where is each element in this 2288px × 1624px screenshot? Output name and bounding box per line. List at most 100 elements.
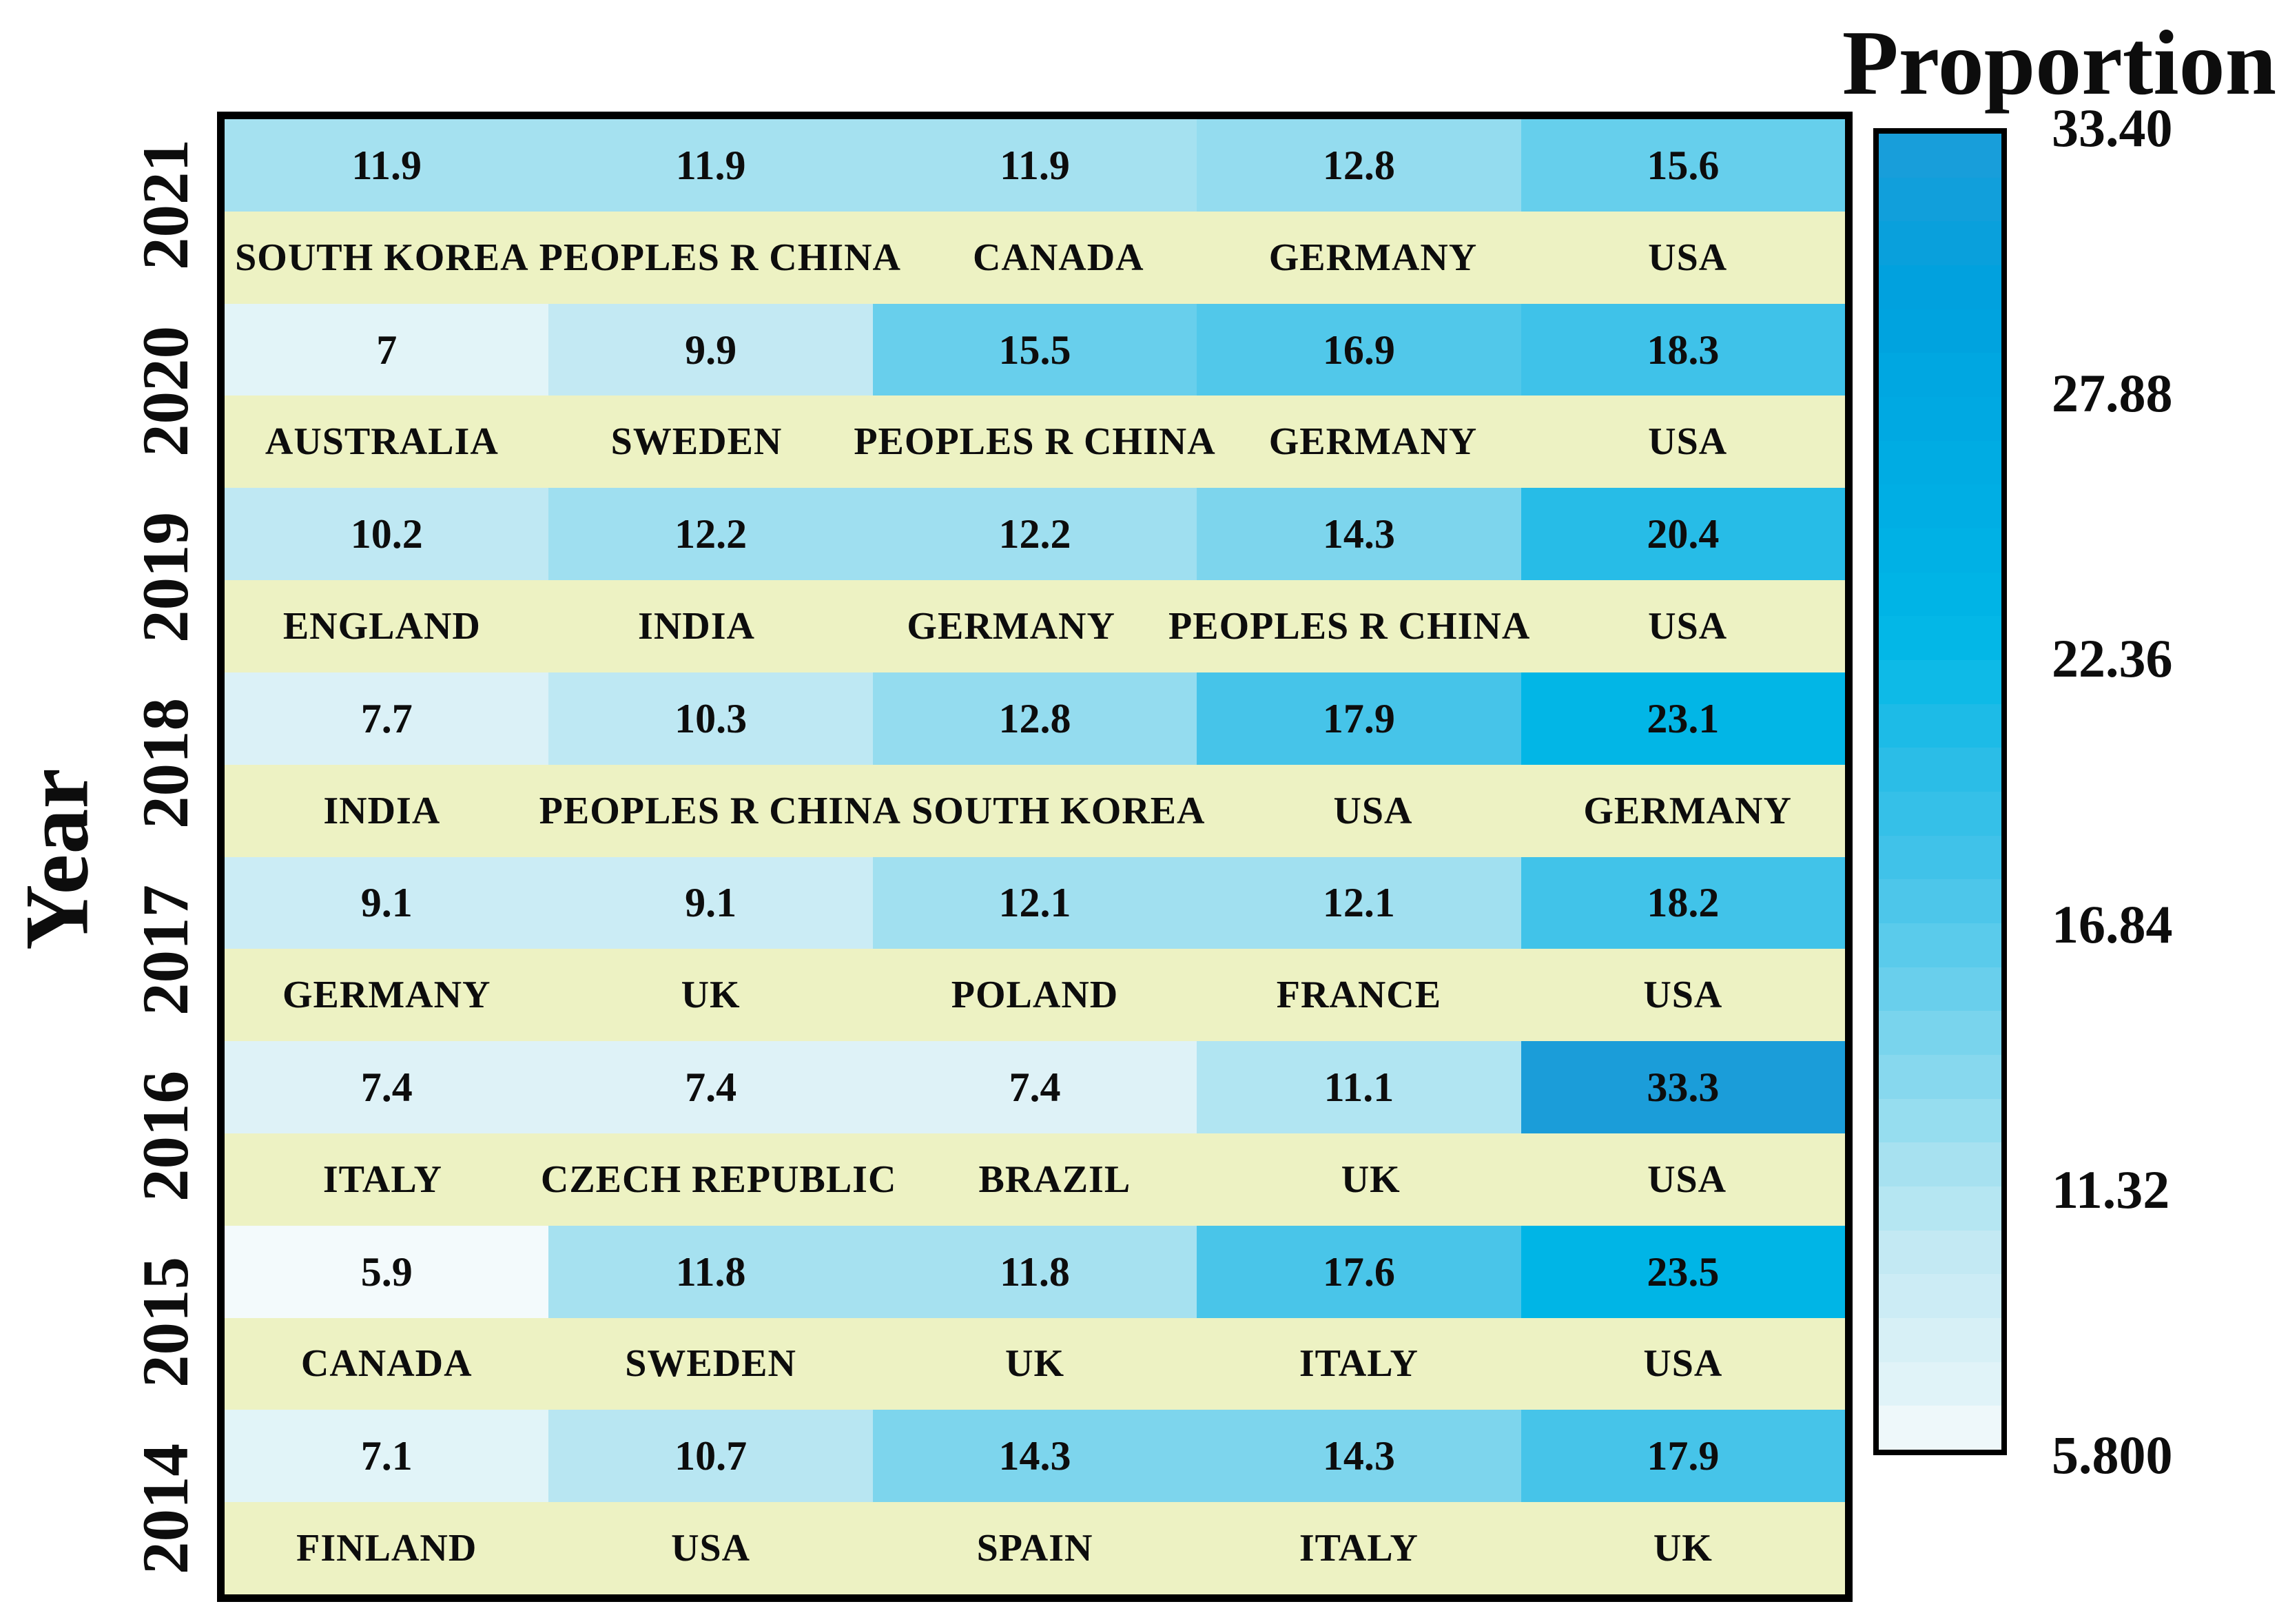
colorbar-gradient-band bbox=[1879, 792, 2001, 836]
country-name-cell: USA bbox=[1215, 764, 1531, 857]
proportion-value-cell: 10.7 bbox=[548, 1410, 873, 1503]
proportion-value-cell: 10.3 bbox=[548, 672, 873, 765]
country-row: CANADA SWEDEN UK ITALY USA bbox=[225, 1317, 1846, 1410]
proportion-value-cell: 14.3 bbox=[1197, 1410, 1521, 1503]
country-name-cell: UK bbox=[548, 949, 873, 1042]
colorbar-gradient-band bbox=[1879, 1055, 2001, 1099]
colorbar-title: Proportion bbox=[1842, 12, 2277, 114]
country-name-cell: UK bbox=[1213, 1133, 1529, 1226]
colorbar-gradient-band bbox=[1879, 1361, 2001, 1406]
proportion-value-cell: 18.2 bbox=[1521, 856, 1846, 949]
proportion-value-cell: 16.9 bbox=[1197, 303, 1521, 396]
colorbar-gradient-band bbox=[1879, 1011, 2001, 1056]
colorbar-gradient-band bbox=[1879, 309, 2001, 353]
colorbar-gradient-band bbox=[1879, 967, 2001, 1011]
country-name-cell: PEOPLES R CHINA bbox=[539, 764, 901, 857]
country-name-cell: CANADA bbox=[225, 1317, 549, 1410]
proportion-value-cell: 17.6 bbox=[1197, 1225, 1521, 1318]
country-name-cell: POLAND bbox=[872, 949, 1197, 1042]
proportion-value-cell: 12.8 bbox=[1197, 119, 1521, 212]
colorbar-gradient-band bbox=[1879, 616, 2001, 661]
colorbar-tick-label: 33.40 bbox=[2052, 98, 2173, 158]
value-row: 10.2 12.2 12.2 14.3 20.4 bbox=[225, 488, 1846, 581]
country-name-cell: USA bbox=[1529, 1133, 1846, 1226]
country-row: INDIA PEOPLES R CHINA SOUTH KOREA USA GERMAN… bbox=[225, 764, 1845, 857]
country-name-cell: GERMANY bbox=[225, 949, 549, 1042]
year-group: 10.2 12.2 12.2 14.3 20.4 ENGLAND INDIA GERMANY P… bbox=[225, 488, 1846, 672]
year-group: 7 9.9 15.5 16.9 18.3 AUSTRALIA SWEDEN PEOPLES R… bbox=[225, 303, 1846, 489]
country-name-cell: USA bbox=[548, 1502, 873, 1594]
colorbar-gradient-band bbox=[1879, 397, 2001, 441]
proportion-value-cell: 9.1 bbox=[548, 856, 873, 949]
proportion-value-cell: 11.9 bbox=[225, 119, 549, 212]
colorbar-gradient-band bbox=[1879, 177, 2001, 222]
country-name-cell: AUSTRALIA bbox=[225, 395, 539, 489]
year-group: 11.9 11.9 11.9 12.8 15.6 SOUTH KOREA PEOPLES R… bbox=[225, 119, 1846, 304]
year-tick-label: 2020 bbox=[129, 325, 202, 457]
country-name-cell: GERMANY bbox=[1215, 395, 1531, 489]
proportion-value-cell: 12.2 bbox=[548, 488, 873, 581]
country-row: FINLAND USA SPAIN ITALY UK bbox=[225, 1502, 1846, 1594]
proportion-value-cell: 15.6 bbox=[1521, 119, 1846, 212]
year-group: 7.1 10.7 14.3 14.3 17.9 FINLAND USA SPAIN ITALY U… bbox=[225, 1410, 1846, 1594]
country-name-cell: FRANCE bbox=[1197, 949, 1521, 1042]
proportion-value-cell: 14.3 bbox=[872, 1410, 1197, 1503]
country-name-cell: USA bbox=[1521, 949, 1846, 1042]
y-axis-label: Year bbox=[6, 768, 107, 950]
colorbar-gradient-band bbox=[1879, 134, 2001, 178]
country-name-cell: USA bbox=[1530, 211, 1845, 304]
proportion-value-cell: 11.9 bbox=[548, 119, 873, 212]
year-tick-label: 2021 bbox=[129, 139, 202, 271]
proportion-value-cell: 5.9 bbox=[225, 1225, 549, 1318]
proportion-value-cell: 17.9 bbox=[1197, 672, 1521, 765]
country-name-cell: GERMANY bbox=[1530, 764, 1845, 857]
colorbar-gradient-band bbox=[1879, 660, 2001, 704]
country-name-cell: USA bbox=[1521, 1317, 1846, 1410]
country-name-cell: FINLAND bbox=[225, 1502, 549, 1594]
colorbar-tick-container: 33.40 27.88 22.36 16.84 11.32 5.800 bbox=[2052, 101, 2286, 1482]
country-name-cell: ITALY bbox=[1197, 1317, 1521, 1410]
value-row: 7.7 10.3 12.8 17.9 23.1 bbox=[225, 672, 1846, 765]
colorbar-tick-label: 16.84 bbox=[2052, 894, 2173, 954]
value-row: 7.4 7.4 7.4 11.1 33.3 bbox=[225, 1041, 1846, 1133]
value-row: 11.9 11.9 11.9 12.8 15.6 bbox=[225, 119, 1846, 212]
proportion-value-cell: 23.1 bbox=[1521, 672, 1846, 765]
country-name-cell: ITALY bbox=[225, 1133, 541, 1226]
colorbar-gradient-band bbox=[1879, 265, 2001, 309]
proportion-value-cell: 7.1 bbox=[225, 1410, 549, 1503]
country-name-cell: PEOPLES R CHINA bbox=[539, 211, 901, 304]
colorbar-tick-label: 5.800 bbox=[2052, 1425, 2173, 1485]
country-row: AUSTRALIA SWEDEN PEOPLES R CHINA GERMANY USA bbox=[225, 395, 1845, 489]
country-row: GERMANY UK POLAND FRANCE USA bbox=[225, 949, 1846, 1042]
country-name-cell: ENGLAND bbox=[225, 580, 539, 672]
country-name-cell: SWEDEN bbox=[539, 395, 854, 489]
proportion-value-cell: 9.1 bbox=[225, 856, 549, 949]
colorbar-tick-label: 22.36 bbox=[2052, 628, 2173, 689]
proportion-value-cell: 33.3 bbox=[1521, 1041, 1846, 1133]
year-tick-label: 2015 bbox=[129, 1257, 202, 1388]
colorbar-gradient-band bbox=[1879, 572, 2001, 617]
colorbar-gradient-band bbox=[1879, 879, 2001, 924]
country-row: ITALY CZECH REPUBLIC BRAZIL UK USA bbox=[225, 1133, 1846, 1226]
proportion-value-cell: 17.9 bbox=[1521, 1410, 1846, 1503]
country-name-cell: SWEDEN bbox=[548, 1317, 873, 1410]
year-tick-label: 2016 bbox=[129, 1071, 202, 1202]
proportion-value-cell: 12.1 bbox=[872, 856, 1197, 949]
year-tick-label: 2019 bbox=[129, 511, 202, 643]
proportion-value-cell: 20.4 bbox=[1521, 488, 1846, 581]
colorbar-gradient-band bbox=[1879, 835, 2001, 880]
proportion-value-cell: 7.4 bbox=[548, 1041, 873, 1133]
proportion-value-cell: 7.4 bbox=[225, 1041, 549, 1133]
colorbar-gradient-band bbox=[1879, 528, 2001, 573]
country-name-cell: GERMANY bbox=[854, 580, 1169, 672]
value-row: 5.9 11.8 11.8 17.6 23.5 bbox=[225, 1225, 1846, 1318]
country-row: SOUTH KOREA PEOPLES R CHINA CANADA GERMANY U… bbox=[225, 211, 1845, 304]
country-name-cell: SOUTH KOREA bbox=[900, 764, 1216, 857]
country-name-cell: PEOPLES R CHINA bbox=[854, 395, 1216, 489]
country-name-cell: ITALY bbox=[1197, 1502, 1521, 1594]
year-group: 9.1 9.1 12.1 12.1 18.2 GERMANY UK POLAND FRANCE U… bbox=[225, 856, 1846, 1042]
country-name-cell: PEOPLES R CHINA bbox=[1168, 580, 1531, 672]
colorbar-gradient-band bbox=[1879, 1230, 2001, 1275]
colorbar-gradient-band bbox=[1879, 748, 2001, 792]
colorbar-gradient-band bbox=[1879, 221, 2001, 266]
